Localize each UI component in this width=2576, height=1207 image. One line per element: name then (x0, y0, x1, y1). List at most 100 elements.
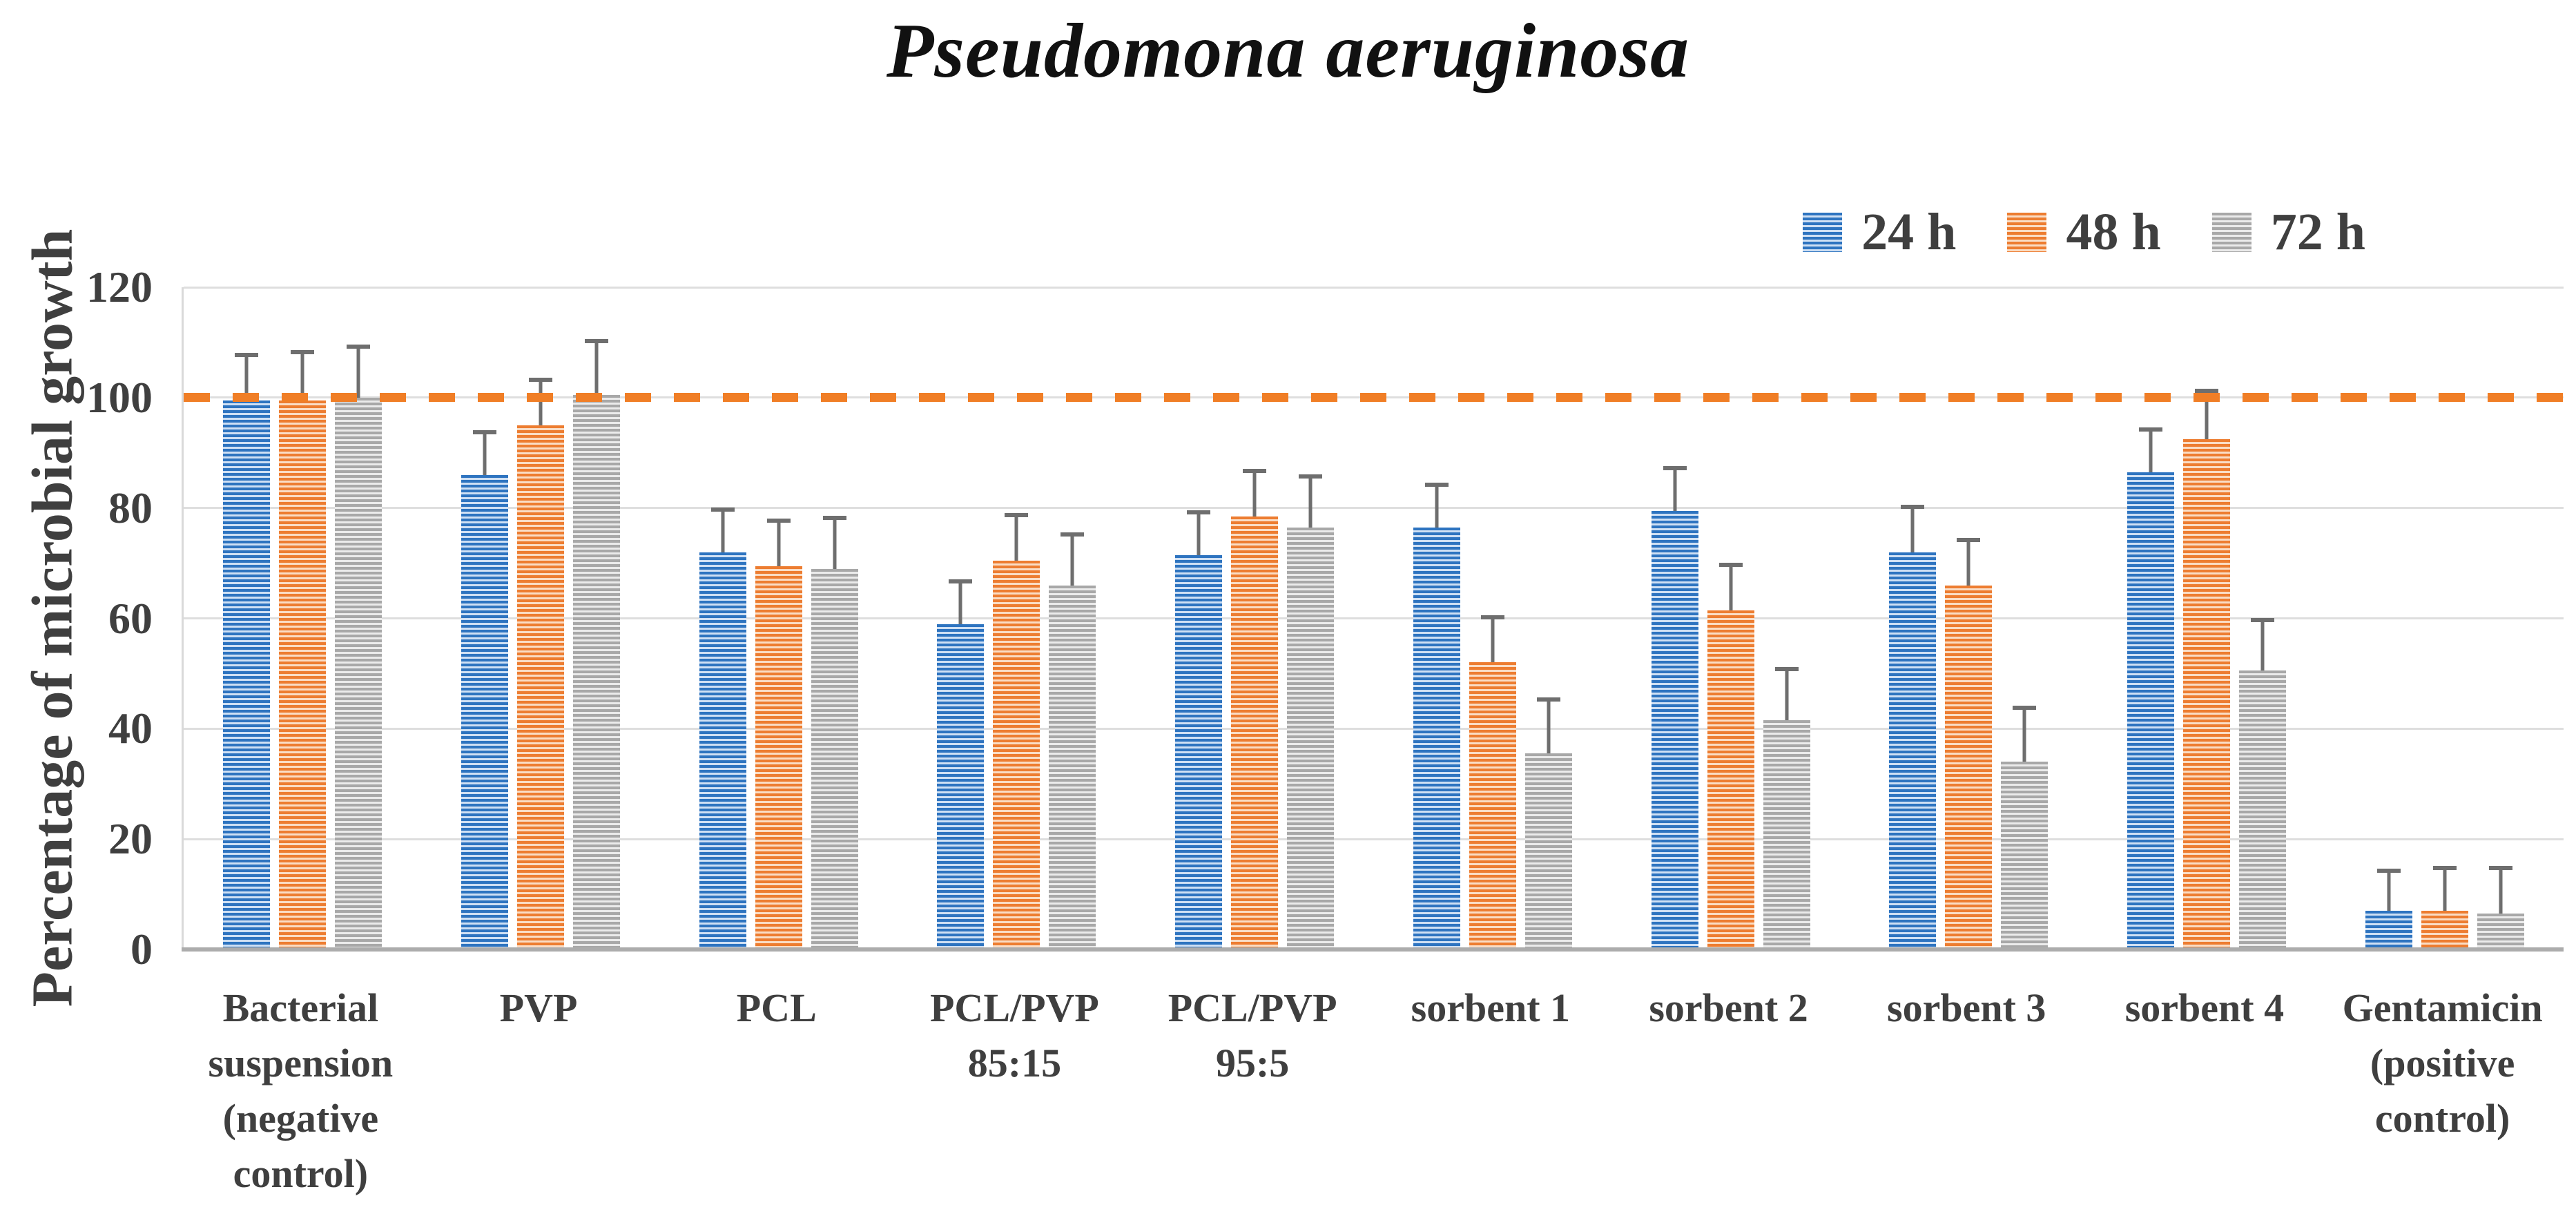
error-bar-cap (1243, 468, 1267, 473)
legend-swatch-icon (1803, 212, 1843, 252)
bar-24h-1 (461, 474, 509, 949)
error-bar (958, 579, 962, 624)
error-bar (1252, 469, 1257, 516)
bar-slot (1049, 287, 1096, 949)
bar-24h-9 (2365, 911, 2412, 949)
legend-label: 72 h (2270, 203, 2365, 261)
legend-label: 48 h (2066, 203, 2161, 261)
error-bar (1491, 615, 1495, 663)
error-bar-cap (2138, 427, 2162, 432)
bar-slot (2238, 287, 2286, 949)
bar-slot (1469, 287, 1516, 949)
error-bar-cap (1480, 615, 1504, 619)
error-bar-cap (1187, 510, 1211, 514)
legend-item: 72 h (2211, 203, 2365, 261)
error-bar-cap (2432, 866, 2457, 871)
y-tick-label-60: 60 (108, 593, 153, 643)
error-bar (2443, 867, 2447, 911)
error-bar (1966, 538, 1970, 586)
bar-slot (517, 287, 565, 949)
bar-group (1850, 287, 2088, 949)
bar-24h-3 (937, 624, 985, 949)
bar-48h-8 (2182, 438, 2230, 949)
bar-slot (2127, 287, 2174, 949)
error-bar-cap (2250, 617, 2274, 622)
bar-slot (2182, 287, 2230, 949)
x-category-label: sorbent 1 (1411, 985, 1571, 1030)
bar-24h-6 (1651, 510, 1698, 949)
legend-label: 24 h (1861, 203, 1957, 261)
error-bar-cap (347, 344, 371, 349)
error-bar (833, 516, 837, 569)
bar-slot (811, 287, 858, 949)
bar-slot (699, 287, 746, 949)
bar-slot (1763, 287, 1810, 949)
legend-item: 24 h (1803, 206, 1956, 258)
bar-24h-5 (1413, 527, 1460, 949)
error-bar-cap (1774, 667, 1799, 672)
bar-48h-4 (1231, 516, 1279, 949)
error-bar-cap (585, 338, 609, 343)
y-tick-label-100: 100 (86, 372, 153, 422)
error-bar (594, 339, 599, 395)
bar-24h-0 (223, 400, 271, 949)
bar-72h-7 (2001, 762, 2049, 949)
bar-group (898, 287, 1136, 949)
y-tick-label-120: 120 (86, 262, 153, 311)
gridline-80 (184, 507, 2564, 510)
bar-slot (335, 287, 382, 949)
gridline-40 (184, 727, 2564, 730)
error-bar (244, 353, 249, 400)
error-bar (2149, 427, 2153, 472)
bar-24h-8 (2127, 472, 2174, 949)
error-bar (1197, 510, 1201, 555)
error-bar-cap (1718, 562, 1743, 567)
bar-48h-0 (279, 400, 327, 949)
bar-slot (1945, 287, 1993, 949)
legend-item: 48 h (2007, 203, 2161, 261)
error-bar-cap (2376, 869, 2401, 873)
bar-72h-1 (573, 394, 621, 949)
bar-slot (993, 287, 1040, 949)
error-bar (1673, 466, 1677, 511)
plot-area: 0 20 40 60 80 100 120 (86, 265, 2564, 972)
bar-72h-0 (335, 397, 382, 949)
bar-24h-4 (1175, 554, 1223, 949)
bar-group (1611, 287, 1850, 949)
reference-line-100 (184, 392, 2564, 402)
bar-slot (461, 287, 509, 949)
y-tick-label-80: 80 (108, 483, 153, 532)
error-bar (2260, 618, 2265, 671)
error-bar (721, 508, 725, 552)
bar-slot (1651, 287, 1698, 949)
bar-slot (279, 287, 327, 949)
error-bar-cap (529, 377, 553, 382)
error-bar-cap (766, 518, 791, 523)
error-bar-cap (1061, 532, 1085, 537)
error-bar (1785, 668, 1789, 721)
x-axis-line (182, 947, 2564, 952)
bar-slot (1413, 287, 1460, 949)
bar-slot (1524, 287, 1572, 949)
bar-48h-7 (1945, 585, 1993, 949)
error-bar (1070, 532, 1074, 586)
x-category-label: Gentamicin (positive control) (2342, 985, 2543, 1141)
x-category-label: sorbent 4 (2124, 985, 2285, 1030)
y-tick-label-40: 40 (108, 704, 153, 753)
error-bar-cap (1957, 537, 1981, 542)
error-bar-cap (710, 507, 735, 512)
bar-slot (2001, 287, 2049, 949)
bar-slot (755, 287, 802, 949)
x-category-label: Bacterial suspension (negative control) (208, 985, 394, 1196)
error-bar (2022, 706, 2026, 762)
legend-swatch-icon (2007, 212, 2047, 252)
error-bar (300, 350, 304, 400)
error-bar (356, 345, 360, 398)
error-bar-cap (2488, 866, 2512, 871)
error-bar (1547, 698, 1551, 754)
error-bar-cap (822, 515, 846, 520)
bar-48h-6 (1707, 610, 1754, 949)
error-bar (1910, 505, 1915, 552)
bar-slot (1287, 287, 1335, 949)
bar-slot (2477, 287, 2524, 949)
